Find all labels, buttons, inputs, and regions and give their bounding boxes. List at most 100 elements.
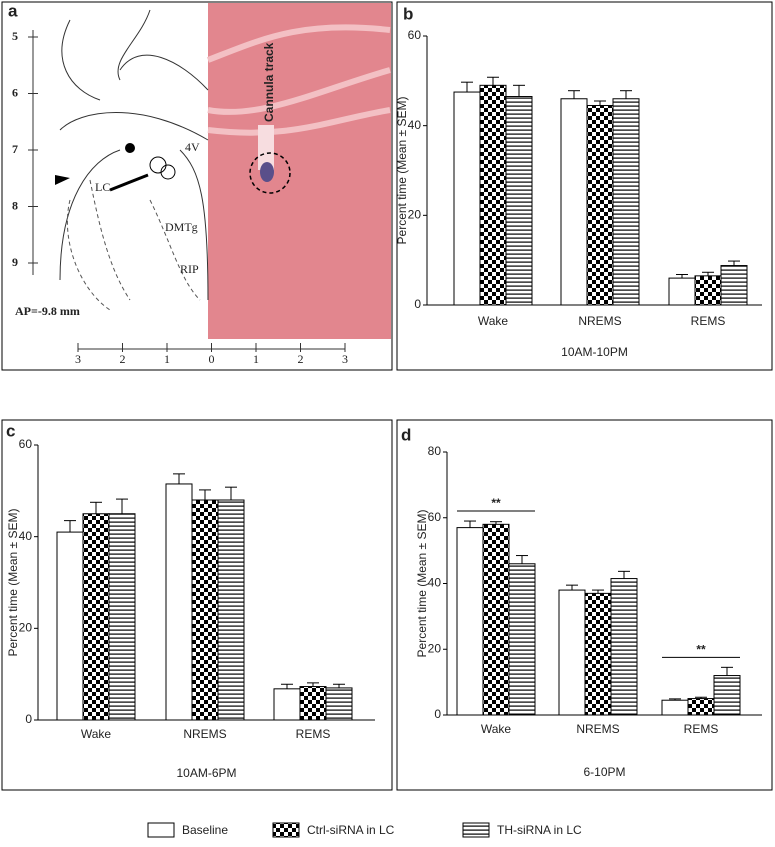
y-tick-label: 80	[428, 444, 442, 458]
x-tick-label: REMS	[684, 722, 719, 736]
bar	[82, 513, 110, 721]
scale-label: 8	[12, 198, 18, 212]
y-tick-label: 60	[19, 437, 33, 451]
region-label: DMTg	[165, 220, 198, 234]
scale-label: 3	[75, 352, 81, 366]
scale-label: 1	[253, 352, 259, 366]
scale-label: 0	[209, 352, 215, 366]
atlas-dot	[125, 143, 135, 153]
x-tick-label: Wake	[478, 314, 509, 328]
x-axis-label: 10AM-6PM	[176, 766, 236, 780]
significance-label: **	[491, 496, 501, 510]
bar	[558, 589, 586, 716]
panel-letter: d	[401, 425, 411, 444]
x-tick-label: Wake	[481, 722, 512, 736]
legend-label: Ctrl-siRNA in LC	[307, 823, 395, 837]
panel-frame	[1, 419, 393, 791]
y-tick-label: 40	[408, 118, 422, 132]
y-tick-label: 0	[25, 712, 32, 726]
y-tick-label: 40	[19, 529, 33, 543]
panel-frame	[396, 419, 773, 791]
x-axis-label: 10AM-10PM	[561, 345, 628, 359]
y-axis-label: Percent time (Mean ± SEM)	[415, 510, 429, 658]
panel-letter: a	[8, 1, 18, 20]
lc-arrow	[109, 173, 149, 192]
bar	[165, 483, 193, 721]
x-tick-label: NREMS	[578, 314, 621, 328]
panel-letter: c	[6, 421, 15, 440]
scale-label: 3	[342, 352, 348, 366]
x-tick-label: REMS	[296, 727, 331, 741]
cannula-circle	[249, 152, 291, 194]
legend-swatch	[462, 822, 490, 838]
bar	[560, 98, 588, 306]
y-tick-label: 20	[428, 641, 442, 655]
legend-label: TH-siRNA in LC	[497, 823, 582, 837]
bar	[694, 275, 722, 306]
bar	[720, 265, 748, 306]
bar	[108, 513, 136, 721]
legend-swatch	[272, 822, 300, 838]
bar	[217, 499, 245, 721]
region-label: 4V	[185, 140, 200, 154]
x-tick-label: NREMS	[576, 722, 619, 736]
scale-label: 2	[120, 352, 126, 366]
legend-swatch	[147, 822, 175, 838]
ap-label: AP=-9.8 mm	[15, 304, 80, 318]
bar	[325, 687, 353, 721]
x-tick-label: REMS	[691, 314, 726, 328]
y-axis-label: Percent time (Mean ± SEM)	[395, 97, 409, 245]
scale-label: 1	[164, 352, 170, 366]
scale-label: 9	[12, 255, 18, 269]
bar	[56, 531, 84, 721]
bar	[586, 104, 614, 306]
y-axis-label: Percent time (Mean ± SEM)	[6, 509, 20, 657]
bar	[482, 523, 510, 716]
y-tick-label: 60	[408, 28, 422, 42]
y-tick-label: 0	[434, 707, 441, 721]
scale-label: 2	[298, 352, 304, 366]
y-tick-label: 0	[414, 297, 421, 311]
bar	[508, 563, 536, 716]
bar	[584, 592, 612, 716]
panel-a: a 4V LC DMTg RIP AP=-9.8 mm Cannula trac…	[1, 1, 393, 371]
histology-image	[208, 3, 391, 339]
legend-label: Baseline	[182, 823, 228, 837]
bar	[456, 527, 484, 716]
y-tick-label: 40	[428, 576, 442, 590]
bar	[661, 699, 689, 716]
bar	[299, 686, 327, 721]
lc-circle	[160, 164, 176, 180]
bar	[479, 84, 507, 306]
x-tick-label: NREMS	[183, 727, 226, 741]
cannula-tip	[260, 162, 274, 182]
x-axis-label: 6-10PM	[583, 765, 625, 779]
bar	[505, 96, 533, 306]
bar	[191, 499, 219, 721]
tissue-fold	[206, 24, 391, 136]
y-tick-label: 20	[408, 208, 422, 222]
atlas-mark	[55, 175, 70, 185]
y-tick-label: 20	[19, 621, 33, 635]
panel-frame	[396, 1, 773, 371]
atlas-dashed	[66, 179, 201, 311]
bar	[668, 277, 696, 306]
scale-label: 7	[12, 142, 18, 156]
cannula-shape	[258, 125, 274, 170]
bar	[610, 578, 638, 716]
bar	[687, 698, 715, 716]
bar	[713, 675, 741, 716]
bar	[453, 91, 481, 306]
bar	[273, 688, 301, 721]
x-tick-label: Wake	[81, 727, 112, 741]
scale-label: 6	[12, 85, 18, 99]
atlas-outline	[59, 9, 209, 301]
panel-letter: b	[403, 4, 413, 23]
cannula-label: Cannula track	[262, 42, 276, 122]
region-label: RIP	[180, 262, 199, 276]
bar	[612, 98, 640, 306]
scale-label: 5	[12, 29, 18, 43]
region-label: LC	[95, 180, 110, 194]
significance-label: **	[696, 643, 706, 657]
